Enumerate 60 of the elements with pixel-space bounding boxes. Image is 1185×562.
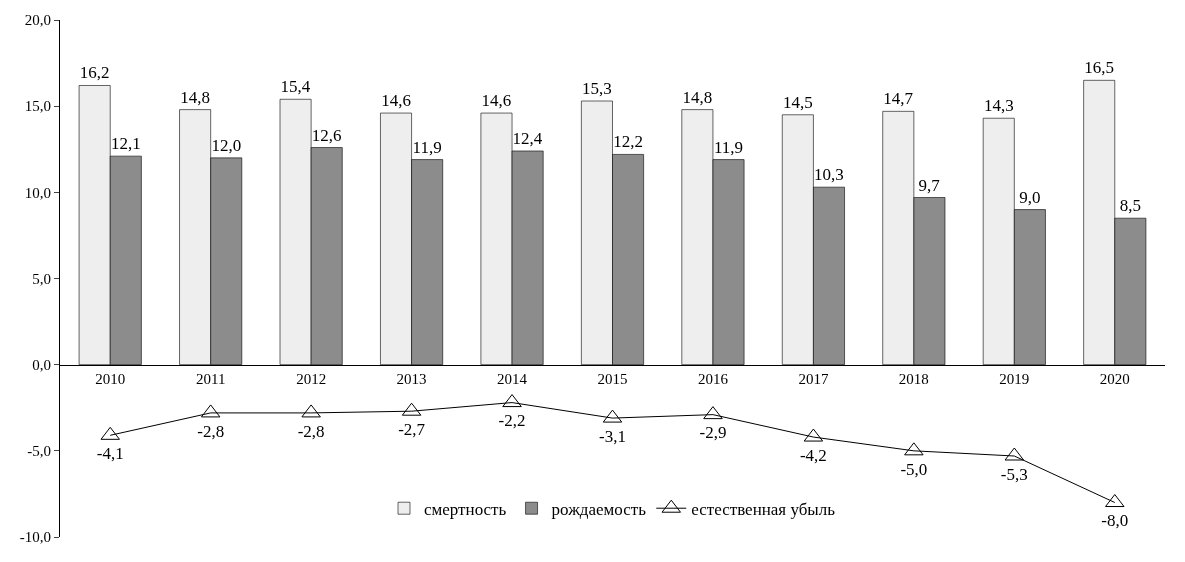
x-tick-label: 2011 — [195, 370, 226, 387]
point — [100, 426, 120, 440]
data-label: 14,6 — [481, 91, 512, 111]
x-tick-label: 2014 — [497, 370, 528, 387]
data-label: -2,9 — [699, 423, 727, 443]
data-label: 14,8 — [682, 87, 713, 107]
data-label: 8,5 — [1119, 196, 1141, 216]
data-label: 15,3 — [582, 79, 612, 98]
point — [502, 394, 522, 408]
data-label: 11,9 — [713, 137, 744, 157]
point — [1105, 494, 1125, 508]
legend-label: смертность — [424, 499, 507, 519]
data-label: 12,0 — [211, 135, 242, 155]
point — [703, 406, 723, 420]
data-label: 12,6 — [311, 125, 342, 145]
data-label: -4,2 — [799, 445, 827, 465]
data-label: 14,8 — [180, 87, 210, 107]
data-label: 12,1 — [110, 134, 141, 154]
data-label: 14,7 — [883, 89, 914, 109]
x-tick-label: 2018 — [898, 370, 929, 387]
data-label: -3,1 — [599, 426, 626, 446]
data-label: -5,0 — [900, 459, 928, 479]
x-tick-label: 2010 — [95, 370, 126, 387]
data-label: 11,9 — [412, 137, 442, 157]
y-tick-label: -10,0 — [19, 529, 51, 546]
point — [904, 442, 924, 456]
point — [301, 404, 321, 418]
data-label: 14,3 — [983, 96, 1014, 116]
y-tick-label: 0,0 — [32, 356, 51, 373]
y-tick-label: -5,0 — [27, 443, 51, 460]
x-tick-label: 2016 — [697, 370, 729, 387]
data-label: 14,6 — [381, 91, 411, 111]
data-label: 14,5 — [782, 92, 813, 112]
data-label: 15,4 — [280, 77, 311, 97]
data-label: -2,7 — [398, 419, 426, 439]
x-tick-label: 2020 — [1099, 370, 1130, 387]
data-label: -5,3 — [1000, 464, 1028, 484]
data-label: 12,2 — [613, 132, 643, 152]
data-label: 10,3 — [814, 165, 844, 185]
data-label: -2,8 — [297, 421, 325, 441]
data-label: 9,0 — [1019, 187, 1041, 207]
x-tick-label: 2019 — [999, 370, 1030, 387]
data-label: 16,2 — [79, 63, 110, 83]
x-tick-label: 2013 — [396, 370, 427, 387]
x-tick-label: 2017 — [798, 370, 829, 387]
data-label: 12,4 — [512, 128, 543, 148]
y-tick-label: 15,0 — [24, 98, 51, 115]
y-tick-label: 10,0 — [24, 184, 51, 201]
data-label: -2,8 — [197, 421, 225, 441]
y-tick-label: 20,0 — [24, 12, 51, 29]
legend-label: рождаемость — [551, 499, 647, 519]
data-label: -2,2 — [498, 411, 526, 431]
x-tick-label: 2012 — [296, 370, 327, 387]
data-label: 16,5 — [1084, 58, 1115, 78]
x-tick-label: 2015 — [597, 370, 628, 387]
data-label: -4,1 — [96, 444, 124, 464]
data-label: 9,7 — [918, 175, 941, 195]
data-label: -8,0 — [1101, 511, 1129, 531]
y-tick-label: 5,0 — [32, 270, 51, 287]
legend-label: естественная убыль — [691, 499, 836, 519]
